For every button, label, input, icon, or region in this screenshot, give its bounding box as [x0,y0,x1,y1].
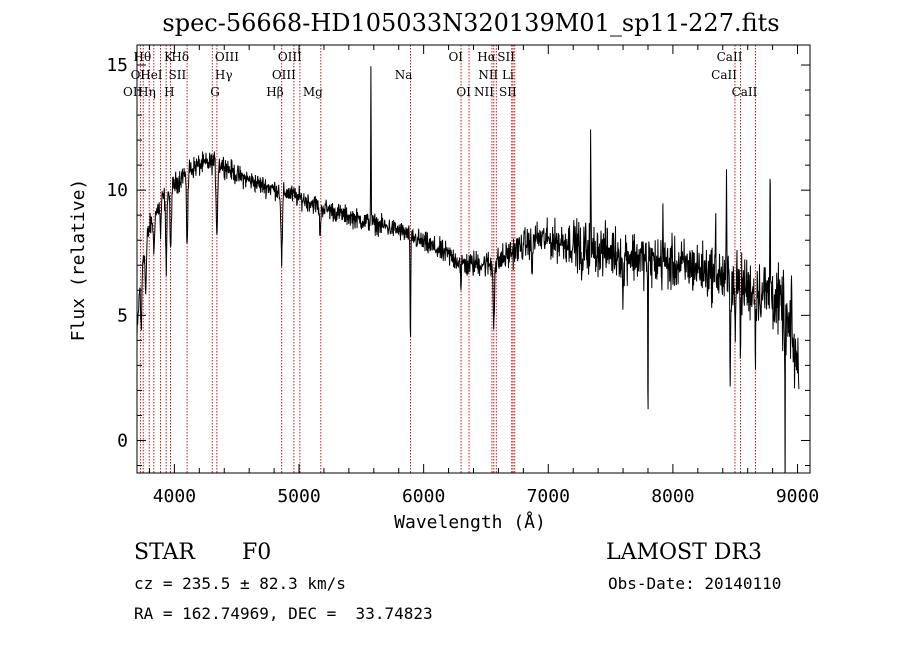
line-marker-label: K [164,50,174,64]
line-marker-label: SII [169,68,187,82]
y-axis-ticks: 0 5 10 15 [106,55,810,466]
survey-name: LAMOST DR3 [606,540,762,565]
observation-date: Obs-Date: 20140110 [608,574,781,593]
x-axis-ticks: 4000 5000 6000 7000 8000 9000 [148,45,819,507]
x-tick-label: 6000 [402,486,445,507]
line-marker-label: CaII [711,68,737,82]
line-marker-label: OIII [278,50,302,64]
x-tick-label: 4000 [153,486,196,507]
line-marker-label: Na [395,68,413,82]
line-marker-label: CaII [717,50,743,64]
line-marker-label: OI [456,85,471,99]
redshift-velocity: cz = 235.5 ± 82.3 km/s [134,574,346,593]
object-class: STAR [134,540,196,565]
x-tick-label: 8000 [651,486,694,507]
line-marker-label: Hδ [171,50,189,64]
spectral-subclass: F0 [242,540,271,565]
x-tick-label: 9000 [776,486,819,507]
line-marker-label: OIII [272,68,296,82]
line-marker-label: Li [502,68,514,82]
line-marker-label: OII [123,85,143,99]
line-marker-label: SII [499,85,517,99]
x-tick-label: 7000 [527,486,570,507]
x-tick-label: 5000 [277,486,320,507]
line-marker-label: Hγ [215,68,233,82]
line-marker-label: Hβ [266,85,283,99]
y-tick-label: 15 [106,55,128,76]
line-marker-label: HeI [140,68,163,82]
line-marker-label: NII [478,68,498,82]
x-axis-label: Wavelength (Å) [394,511,546,533]
spectrum-line [137,66,800,473]
y-tick-label: 10 [106,180,128,201]
line-marker-label: SII [497,50,515,64]
chart-title: spec-56668-HD105033N320139M01_sp11-227.f… [162,9,779,37]
line-marker-label: OI [448,50,463,64]
line-marker-label: NII [474,85,494,99]
y-tick-label: 0 [117,430,128,451]
line-marker-label: OIII [215,50,239,64]
y-axis-label: Flux (relative) [68,179,89,342]
line-marker-label: Hα [477,50,496,64]
line-marker-label: H [164,85,174,99]
line-marker-label: Mg [303,85,323,99]
line-marker-label: Hη [138,85,156,99]
line-marker-label: G [210,85,220,99]
line-marker-label: OI [131,68,146,82]
line-marker-label: Hθ [134,50,152,64]
line-marker-label: CaII [732,85,758,99]
y-tick-label: 5 [117,305,128,326]
coordinates: RA = 162.74969, DEC = 33.74823 [134,604,433,623]
